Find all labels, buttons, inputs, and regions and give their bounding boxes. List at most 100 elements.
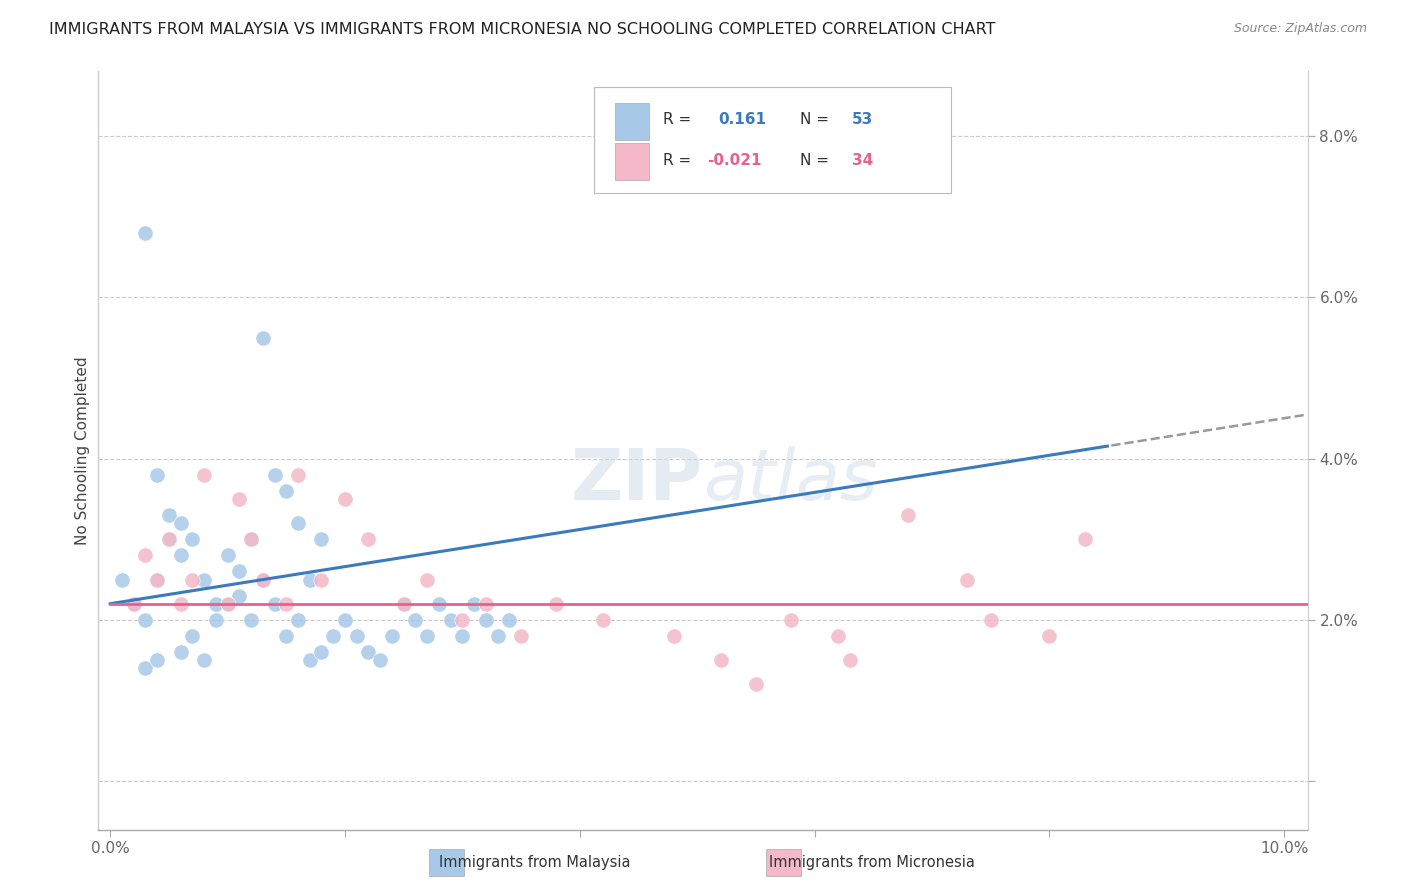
Point [357,532,380,546]
Point [439,613,461,627]
Text: R =: R = [664,153,696,169]
Point [157,532,180,546]
Bar [766,849,801,876]
Text: atlas: atlas [703,446,877,516]
Point [311,645,333,659]
Point [392,597,415,611]
Text: Immigrants from Malaysia: Immigrants from Malaysia [439,855,630,870]
Point [169,549,191,563]
Point [287,516,309,530]
Text: 34: 34 [852,153,873,169]
Point [181,629,204,643]
Point [228,491,250,506]
Point [368,653,391,667]
Point [475,613,498,627]
Point [592,613,614,627]
Text: 0.161: 0.161 [718,112,766,127]
Point [169,597,191,611]
Point [252,573,274,587]
Point [146,467,169,482]
Point [311,532,333,546]
Text: -0.021: -0.021 [707,153,761,169]
Text: 53: 53 [852,112,873,127]
Bar [429,849,464,876]
FancyBboxPatch shape [595,87,950,193]
Point [193,653,215,667]
Point [486,629,509,643]
Text: R =: R = [664,112,702,127]
Point [122,597,145,611]
Point [228,565,250,579]
Point [217,597,239,611]
Point [451,629,474,643]
Point [956,573,979,587]
Point [134,613,156,627]
Point [298,653,321,667]
Point [392,597,415,611]
Point [228,589,250,603]
Point [311,573,333,587]
Point [451,613,474,627]
Point [169,516,191,530]
Point [263,597,285,611]
FancyBboxPatch shape [614,144,648,180]
Point [475,597,498,611]
Text: IMMIGRANTS FROM MALAYSIA VS IMMIGRANTS FROM MICRONESIA NO SCHOOLING COMPLETED CO: IMMIGRANTS FROM MALAYSIA VS IMMIGRANTS F… [49,22,995,37]
Text: N =: N = [800,153,834,169]
Point [780,613,803,627]
Point [1073,532,1095,546]
Point [157,508,180,522]
Point [416,629,439,643]
Point [252,330,274,344]
Point [240,613,263,627]
Point [217,549,239,563]
Point [134,226,156,240]
Point [838,653,860,667]
Point [463,597,485,611]
Point [146,653,169,667]
Text: Immigrants from Micronesia: Immigrants from Micronesia [769,855,974,870]
Point [146,573,169,587]
Point [1038,629,1060,643]
Point [427,597,450,611]
Point [546,597,568,611]
Point [252,573,274,587]
Point [193,467,215,482]
Point [181,573,204,587]
Point [416,573,439,587]
Point [322,629,344,643]
Point [357,645,380,659]
Point [745,677,768,691]
Point [146,573,169,587]
Point [827,629,849,643]
Point [662,629,685,643]
Text: ZIP: ZIP [571,446,703,516]
Point [134,549,156,563]
Point [204,613,226,627]
Y-axis label: No Schooling Completed: No Schooling Completed [75,356,90,545]
Point [381,629,404,643]
Point [346,629,368,643]
Point [157,532,180,546]
Point [122,597,145,611]
Point [510,629,533,643]
Point [193,573,215,587]
Point [169,645,191,659]
Text: N =: N = [800,112,834,127]
Point [111,573,134,587]
Point [263,467,285,482]
Point [134,661,156,675]
Point [298,573,321,587]
Point [404,613,426,627]
Point [240,532,263,546]
Point [980,613,1002,627]
Point [498,613,520,627]
Point [217,597,239,611]
Text: Source: ZipAtlas.com: Source: ZipAtlas.com [1233,22,1367,36]
Point [204,597,226,611]
Point [287,467,309,482]
Point [276,629,298,643]
Point [287,613,309,627]
Point [710,653,733,667]
Point [240,532,263,546]
